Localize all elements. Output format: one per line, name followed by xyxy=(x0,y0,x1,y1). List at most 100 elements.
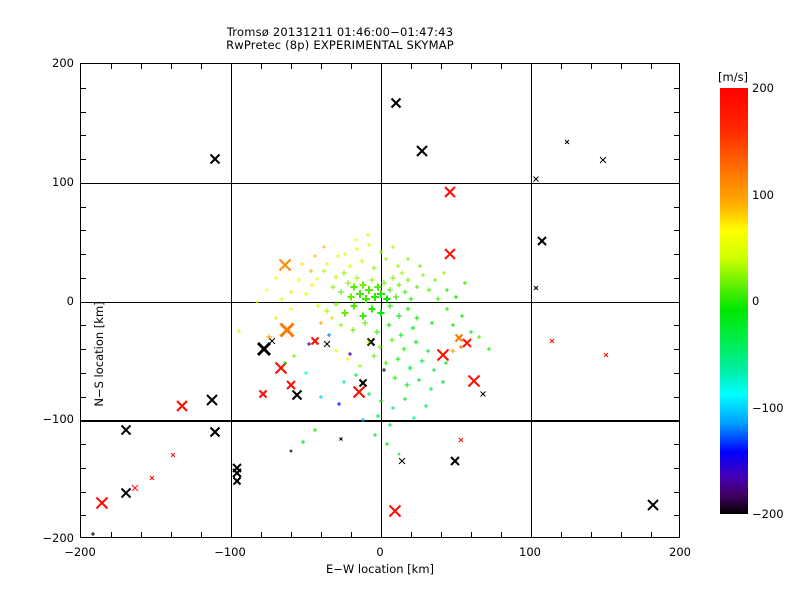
data-point-plus xyxy=(361,319,369,327)
data-point-plus xyxy=(486,346,492,352)
minor-tick xyxy=(291,532,293,537)
data-point-plus xyxy=(288,289,294,295)
minor-tick xyxy=(81,372,86,374)
minor-tick xyxy=(351,532,353,537)
minor-tick xyxy=(201,64,203,69)
data-point-plus xyxy=(344,279,352,287)
minor-tick xyxy=(81,254,86,256)
data-point-plus xyxy=(312,253,318,259)
minor-tick xyxy=(674,372,679,374)
minor-tick xyxy=(81,111,86,113)
data-point-cross xyxy=(564,139,570,145)
minor-tick xyxy=(141,64,143,69)
colorbar-unit-label: [m/s] xyxy=(718,70,749,84)
data-point-plus xyxy=(265,333,273,341)
data-point-plus xyxy=(382,360,389,367)
data-point-cross xyxy=(352,385,365,398)
data-point-cross xyxy=(232,463,242,473)
data-point-plus xyxy=(321,267,328,274)
minor-tick xyxy=(651,64,653,69)
data-point-plus xyxy=(90,531,96,537)
data-point-plus xyxy=(303,291,310,298)
data-point-plus xyxy=(395,312,403,320)
data-point-cross xyxy=(232,476,242,486)
data-point-plus xyxy=(336,401,342,407)
data-point-plus xyxy=(405,277,412,284)
minor-tick xyxy=(561,532,563,537)
data-point-plus xyxy=(423,403,429,409)
title-line-1: Tromsø 20131211 01:46:00−01:47:43 xyxy=(226,25,454,39)
data-point-plus xyxy=(428,386,434,392)
major-tick xyxy=(381,64,383,73)
minor-tick xyxy=(674,206,679,208)
data-point-plus xyxy=(353,274,361,282)
x-tick-label: 0 xyxy=(376,545,384,559)
data-point-plus xyxy=(420,272,426,278)
data-point-cross xyxy=(209,153,220,165)
data-point-plus xyxy=(372,432,378,438)
data-point-plus xyxy=(396,281,403,288)
minor-tick xyxy=(261,532,263,537)
minor-tick xyxy=(81,467,86,469)
data-point-plus xyxy=(341,379,347,385)
data-point-plus xyxy=(324,261,330,267)
data-point-plus xyxy=(312,427,318,433)
major-tick xyxy=(531,64,533,73)
data-point-plus xyxy=(412,338,419,345)
colorbar-gradient xyxy=(720,88,748,514)
data-point-plus xyxy=(390,405,396,411)
colorbar-tick-label: 0 xyxy=(752,294,760,308)
minor-tick xyxy=(81,396,86,398)
data-point-plus xyxy=(386,286,394,294)
minor-tick xyxy=(81,444,86,446)
minor-tick xyxy=(261,64,263,69)
minor-tick xyxy=(81,87,86,89)
data-point-plus xyxy=(330,284,337,291)
data-point-plus xyxy=(450,322,456,328)
data-point-plus xyxy=(459,313,465,319)
data-point-plus xyxy=(476,334,482,340)
minor-tick xyxy=(111,64,113,69)
data-point-cross xyxy=(461,338,472,348)
data-point-plus xyxy=(318,394,324,400)
data-point-cross xyxy=(131,484,139,492)
data-point-cross xyxy=(415,144,428,157)
major-tick xyxy=(381,528,383,537)
minor-tick xyxy=(591,64,593,69)
data-point-plus xyxy=(359,311,368,320)
data-point-plus xyxy=(315,303,322,310)
data-point-cross xyxy=(323,340,331,348)
minor-tick xyxy=(621,64,623,69)
data-point-plus xyxy=(282,360,288,366)
plot-area xyxy=(81,64,679,537)
data-point-plus xyxy=(425,348,431,354)
x-tick-label: −100 xyxy=(214,545,246,559)
data-point-cross xyxy=(338,437,343,442)
data-point-cross xyxy=(449,455,460,466)
data-point-plus xyxy=(387,422,393,428)
data-point-cross xyxy=(603,352,609,358)
data-point-plus xyxy=(383,256,389,262)
data-point-plus xyxy=(395,263,401,269)
data-point-plus xyxy=(397,451,402,456)
major-tick xyxy=(670,182,679,184)
data-point-plus xyxy=(386,302,394,310)
data-point-plus xyxy=(346,262,353,269)
data-point-plus xyxy=(440,379,446,385)
y-tick-label: −200 xyxy=(42,531,74,545)
minor-tick xyxy=(111,532,113,537)
data-point-plus xyxy=(364,338,371,345)
data-point-plus xyxy=(450,348,457,355)
data-point-plus xyxy=(418,357,425,364)
x-tick-label: 200 xyxy=(669,545,691,559)
data-point-plus xyxy=(417,263,423,269)
data-point-plus xyxy=(402,396,408,402)
minor-tick xyxy=(411,532,413,537)
data-point-plus xyxy=(236,328,242,334)
data-point-cross xyxy=(268,337,276,345)
data-point-plus xyxy=(273,275,279,281)
data-point-plus xyxy=(399,270,406,277)
data-point-plus xyxy=(444,287,450,293)
data-point-cross xyxy=(205,394,218,406)
data-point-plus xyxy=(391,374,398,381)
